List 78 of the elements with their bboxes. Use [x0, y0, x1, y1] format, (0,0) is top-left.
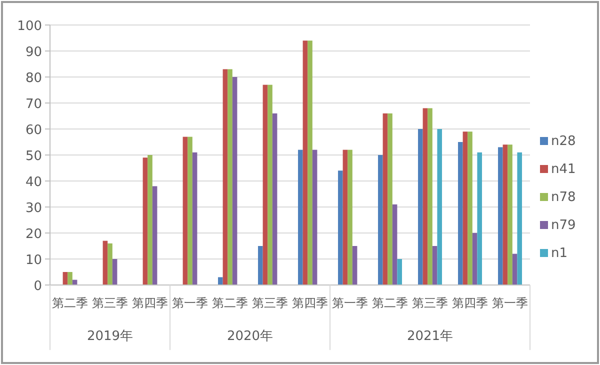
bar	[392, 204, 398, 285]
bar	[308, 40, 312, 285]
bar	[458, 142, 463, 285]
bar	[192, 152, 198, 285]
y-tick-label: 20	[25, 227, 42, 242]
bar	[268, 84, 272, 285]
bar	[422, 108, 428, 285]
x-tick-label: 第一季	[172, 296, 208, 310]
bar	[298, 150, 303, 285]
bar	[312, 150, 318, 285]
y-tick-label: 70	[25, 97, 42, 112]
y-tick-label: 50	[25, 149, 42, 164]
bar	[112, 259, 118, 285]
bar	[382, 113, 388, 285]
text: 2020年	[226, 329, 274, 344]
y-tick-label: 10	[25, 253, 42, 268]
bar	[68, 272, 72, 285]
bar	[517, 152, 522, 285]
text: 2019年	[86, 329, 134, 344]
bar	[62, 272, 68, 285]
bar	[388, 113, 392, 285]
bar	[348, 150, 352, 285]
legend-label: n78	[551, 190, 576, 205]
y-tick-label: 80	[25, 71, 42, 86]
x-tick-label: 第四季	[132, 296, 168, 310]
x-tick-label: 第一季	[492, 296, 528, 310]
bar	[342, 150, 348, 285]
bar	[188, 136, 192, 285]
y-tick-label: 100	[17, 19, 42, 34]
x-tick-label: 第三季	[92, 296, 128, 310]
bar	[468, 132, 472, 285]
bar	[232, 77, 238, 285]
x-tick-label: 第二季	[372, 296, 408, 310]
x-tick-label: 第三季	[252, 296, 288, 310]
bar	[148, 155, 152, 285]
bar	[508, 144, 512, 285]
bar	[378, 155, 383, 285]
bar	[142, 158, 148, 285]
bar	[472, 233, 478, 285]
bar	[262, 84, 268, 285]
legend-label: n1	[551, 246, 568, 261]
y-tick-label: 30	[25, 201, 42, 216]
bar	[222, 69, 228, 285]
y-tick-label: 90	[25, 45, 42, 60]
bar	[182, 136, 188, 285]
y-tick-label: 60	[25, 123, 42, 138]
bar	[498, 147, 503, 285]
legend-label: n28	[551, 134, 576, 149]
legend-label: n79	[551, 218, 576, 233]
legend-label: n41	[551, 162, 576, 177]
bar	[512, 254, 518, 285]
x-tick-label: 第四季	[452, 296, 488, 310]
bar	[272, 113, 278, 285]
bar	[502, 144, 508, 285]
y-tick-label: 40	[25, 175, 42, 190]
bar	[352, 246, 358, 285]
bar	[152, 186, 158, 285]
bar	[428, 108, 432, 285]
x-tick-label: 第三季	[412, 296, 448, 310]
bar	[462, 132, 468, 285]
x-tick-label: 第二季	[52, 296, 88, 310]
bar	[228, 69, 232, 285]
bar	[102, 240, 108, 285]
bar	[432, 246, 438, 285]
y-tick-label: 0	[34, 279, 42, 294]
bar	[108, 243, 112, 285]
text: 2021年	[406, 329, 454, 344]
bar	[338, 170, 343, 285]
x-tick-label: 第二季	[212, 296, 248, 310]
x-tick-label: 第四季	[292, 296, 328, 310]
bar	[477, 152, 482, 285]
x-tick-label: 第一季	[332, 296, 368, 310]
bar	[418, 129, 423, 285]
bar	[437, 129, 442, 285]
bar	[397, 259, 402, 285]
bar	[258, 246, 263, 285]
bar	[302, 40, 308, 285]
bar	[218, 277, 223, 285]
